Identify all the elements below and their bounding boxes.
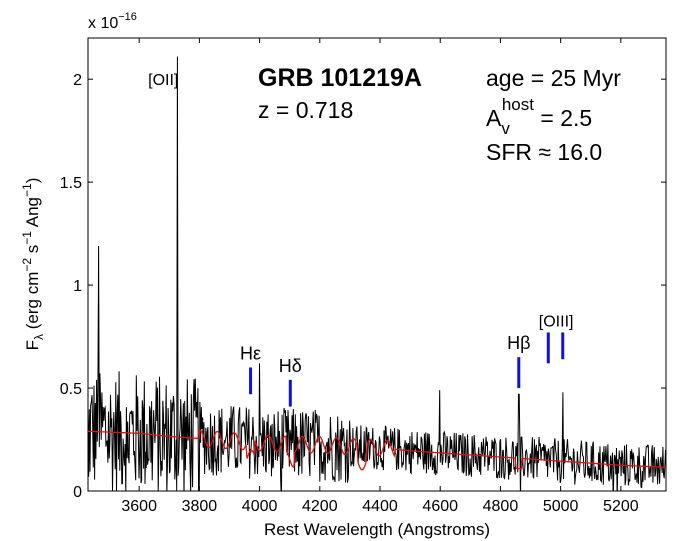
oiii-label: [OIII]	[539, 313, 574, 330]
av-label: Avhost = 2.5	[486, 95, 592, 138]
line-marker-label: Hδ	[279, 356, 302, 376]
axis-ticks-group: 3600 3800 4000 4200 4400 4600 4800 5000 5200 0 0.5…	[60, 38, 666, 515]
observed-spectrum-line	[88, 56, 666, 491]
model-spectrum-line	[88, 429, 666, 471]
x-tick-label: 3600	[121, 498, 157, 515]
x-tick-label: 4600	[422, 498, 458, 515]
x-tick-label: 4200	[302, 498, 338, 515]
plot-frame	[87, 37, 667, 492]
age-label: age = 25 Myr	[486, 65, 621, 91]
y-axis-title: Fλ (erg cm−2 s−1 Ang−1)	[20, 178, 46, 351]
line-markers-group: Hε Hδ Hβ	[240, 332, 565, 407]
x-tick-label: 5200	[603, 498, 639, 515]
sfr-label: SFR ≈ 16.0	[486, 139, 602, 165]
y-tick-label: 1.5	[60, 175, 82, 192]
spectra-group	[88, 56, 666, 491]
y-tick-label: 0	[73, 484, 82, 501]
y-multiplier: x 10−16	[88, 11, 137, 32]
plot-area: Hε Hδ Hβ 3600 3800 4000 4200 4400 4600 4800 5000 5…	[60, 37, 667, 515]
x-axis-title: Rest Wavelength (Angstroms)	[264, 520, 490, 539]
y-tick-label: 2	[73, 72, 82, 89]
redshift-label: z = 0.718	[258, 97, 353, 123]
x-tick-label: 4400	[362, 498, 398, 515]
x-tick-label: 4800	[483, 498, 519, 515]
line-marker-label: Hε	[240, 343, 261, 363]
x-tick-label: 5000	[543, 498, 579, 515]
x-tick-label: 4000	[242, 498, 278, 515]
chart-title: GRB 101219A	[258, 64, 422, 92]
y-tick-label: 1	[73, 278, 82, 295]
x-tick-label: 3800	[182, 498, 218, 515]
line-marker-label: Hβ	[507, 333, 530, 353]
y-tick-label: 0.5	[60, 381, 82, 398]
oii-label: [OII]	[148, 72, 178, 89]
